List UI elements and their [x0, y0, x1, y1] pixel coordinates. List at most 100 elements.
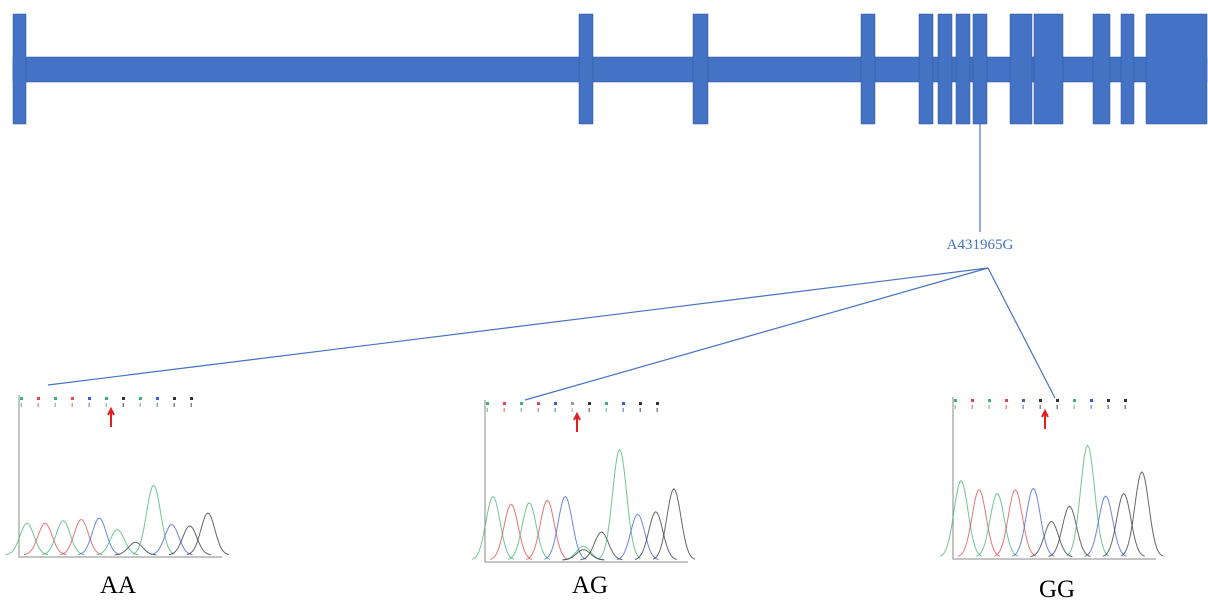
- mutation-arrow: [1042, 411, 1048, 429]
- trace-peak: [169, 526, 211, 555]
- base-tick: [1125, 405, 1127, 409]
- base-tick: [1006, 405, 1008, 409]
- connector: [525, 268, 988, 400]
- exon: [1034, 14, 1063, 124]
- base-dot: [588, 402, 591, 405]
- trace-peak: [1121, 472, 1163, 556]
- trace-peak: [1067, 445, 1109, 556]
- snp-label: A431965G: [947, 237, 1014, 253]
- connector: [988, 268, 1055, 398]
- exon: [1093, 14, 1110, 124]
- base-dot: [54, 397, 57, 400]
- base-dot: [605, 402, 608, 405]
- base-dot: [173, 397, 176, 400]
- base-tick: [174, 403, 176, 407]
- base-dot: [503, 402, 506, 405]
- base-tick: [89, 403, 91, 407]
- page: A431965G AA AG GG (() => { const data = …: [0, 0, 1208, 600]
- connector: [48, 268, 988, 385]
- exon: [861, 14, 875, 124]
- base-tick: [1091, 405, 1093, 409]
- chromatogram: [6, 395, 229, 557]
- exon: [1121, 14, 1134, 124]
- exon: [13, 14, 26, 124]
- genotype-label: AG: [572, 572, 608, 599]
- base-dot: [1056, 399, 1059, 402]
- base-dot: [156, 397, 159, 400]
- exon: [956, 14, 970, 124]
- base-tick: [555, 408, 557, 412]
- base-tick: [640, 408, 642, 412]
- base-tick: [504, 408, 506, 412]
- base-dot: [190, 397, 193, 400]
- base-dot: [1073, 399, 1076, 402]
- base-dot: [37, 397, 40, 400]
- exon: [1010, 14, 1032, 124]
- trace-peak: [940, 481, 982, 556]
- base-tick: [487, 408, 489, 412]
- base-dot: [554, 402, 557, 405]
- base-tick: [972, 405, 974, 409]
- base-tick: [72, 403, 74, 407]
- base-dot: [1107, 399, 1110, 402]
- exon: [938, 14, 952, 124]
- trace-peak: [1049, 506, 1091, 556]
- chromatogram-axis: [485, 400, 688, 562]
- trace-peak: [96, 530, 138, 555]
- base-tick: [657, 408, 659, 412]
- base-dot: [622, 402, 625, 405]
- base-dot: [954, 399, 957, 402]
- trace-peak: [490, 504, 532, 559]
- exon: [973, 14, 987, 124]
- base-dot: [988, 399, 991, 402]
- trace-peak: [617, 514, 659, 559]
- chromatogram: [940, 397, 1163, 559]
- exon: [693, 14, 708, 124]
- base-dot: [486, 402, 489, 405]
- base-dot: [971, 399, 974, 402]
- base-tick: [955, 405, 957, 409]
- chromatograms: [6, 395, 1163, 562]
- base-dot: [71, 397, 74, 400]
- base-tick: [123, 403, 125, 407]
- base-tick: [606, 408, 608, 412]
- base-dot: [639, 402, 642, 405]
- trace-peak: [976, 494, 1018, 557]
- mutation-arrow: [108, 409, 114, 427]
- base-dot: [571, 402, 574, 405]
- base-tick: [572, 408, 574, 412]
- base-tick: [157, 403, 159, 407]
- base-tick: [191, 403, 193, 407]
- chromatogram-axis: [953, 397, 1156, 559]
- genotype-label: GG: [1039, 576, 1075, 600]
- base-tick: [521, 408, 523, 412]
- base-tick: [38, 403, 40, 407]
- base-tick: [1023, 405, 1025, 409]
- base-dot: [1022, 399, 1025, 402]
- trace-peak: [472, 497, 514, 560]
- base-dot: [88, 397, 91, 400]
- base-tick: [1057, 405, 1059, 409]
- base-tick: [1074, 405, 1076, 409]
- base-tick: [1108, 405, 1110, 409]
- base-dot: [1005, 399, 1008, 402]
- base-dot: [105, 397, 108, 400]
- trace-peak: [599, 450, 641, 559]
- exon: [1146, 14, 1207, 124]
- base-dot: [1124, 399, 1127, 402]
- base-tick: [1040, 405, 1042, 409]
- base-dot: [122, 397, 125, 400]
- base-tick: [538, 408, 540, 412]
- base-dot: [1039, 399, 1042, 402]
- base-dot: [520, 402, 523, 405]
- trace-peak: [653, 489, 695, 559]
- chromatogram: [472, 400, 695, 562]
- base-tick: [589, 408, 591, 412]
- exon: [579, 14, 593, 124]
- trace-peak: [1085, 496, 1127, 556]
- genotype-label: AA: [100, 572, 136, 599]
- base-dot: [139, 397, 142, 400]
- base-dot: [1090, 399, 1093, 402]
- gene-structure: [13, 14, 1207, 124]
- base-tick: [623, 408, 625, 412]
